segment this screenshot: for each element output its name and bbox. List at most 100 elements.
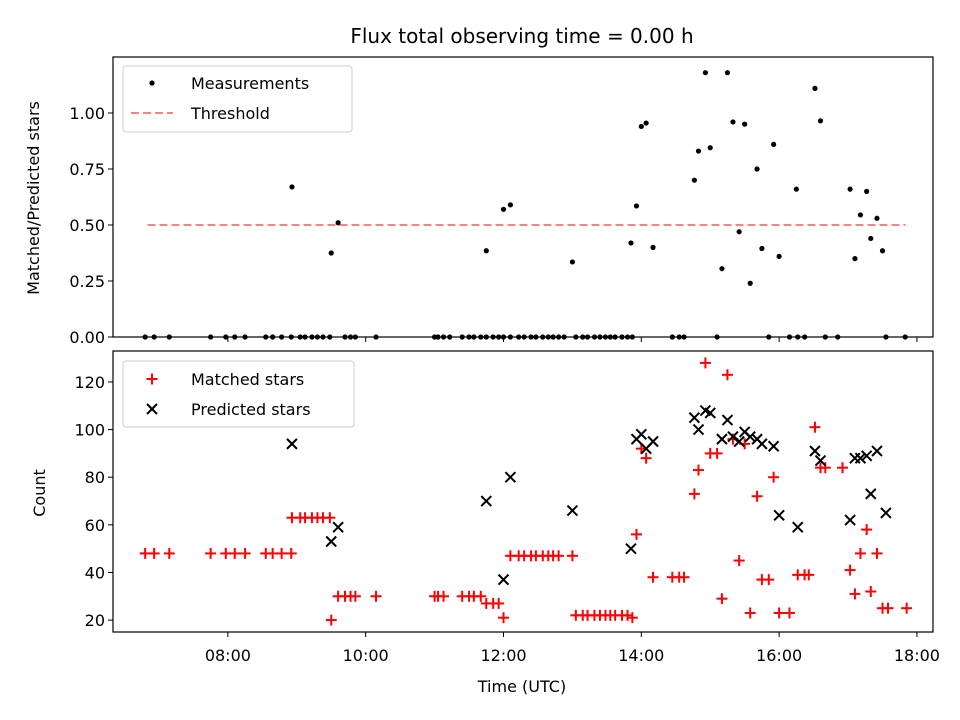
- cross-stroke-b: [504, 471, 517, 483]
- matched-star-point: [475, 590, 487, 602]
- matched-star-point: [901, 602, 913, 614]
- cross-stroke-b: [738, 426, 751, 438]
- measurement-point: [852, 256, 858, 262]
- cross-stroke-b: [860, 450, 873, 462]
- measurement-point: [638, 123, 644, 130]
- legend-predicted-marker: [146, 403, 158, 415]
- measurement-point: [793, 186, 799, 192]
- cross-stroke-b: [727, 431, 739, 443]
- matched-star-point: [493, 597, 505, 609]
- matched-star-point: [630, 528, 642, 540]
- top-plot-area: 0.00 0.25 0.50 0.75 1.00 Measurements Threshol…: [69, 56, 934, 347]
- legend-matched-marker: [146, 373, 158, 385]
- predicted-star-point: [871, 445, 883, 457]
- measurement-point: [633, 203, 640, 209]
- measurement-point: [847, 186, 853, 192]
- bottom-y-tick-label: 60: [85, 516, 105, 535]
- measurement-point: [500, 206, 507, 212]
- predicted-star-point: [814, 454, 827, 467]
- matched-star-point: [871, 547, 883, 559]
- bottom-y-tick-label: 80: [85, 468, 105, 487]
- measurement-point: [747, 280, 753, 286]
- top-y-tick-label: 1.00: [69, 104, 105, 123]
- cross-stroke-b: [699, 404, 712, 417]
- matched-star-point: [285, 547, 297, 559]
- predicted-star-point: [566, 504, 579, 517]
- cross-stroke-b: [773, 509, 785, 522]
- predicted-star-point: [635, 428, 648, 441]
- predicted-star-point: [744, 431, 756, 443]
- predicted-star-point: [733, 435, 745, 448]
- top-legend: Measurements Threshold: [122, 65, 353, 133]
- matched-star-point: [865, 586, 877, 598]
- measurement-point: [864, 188, 870, 194]
- matched-star-point: [837, 462, 849, 474]
- legend-measurement-marker: [149, 80, 155, 86]
- cross-stroke-b: [704, 407, 716, 419]
- cross-stroke-b: [744, 431, 756, 443]
- measurement-point: [695, 148, 702, 154]
- cross-stroke-b: [865, 488, 877, 500]
- matched-star-point: [861, 524, 873, 536]
- predicted-star-point: [809, 445, 821, 457]
- bottom-legend-box: [122, 360, 355, 428]
- top-y-tick-label: 0.00: [69, 328, 105, 347]
- predicted-star-point: [692, 423, 705, 436]
- predicted-star-point: [704, 407, 716, 419]
- matched-star-point: [783, 607, 795, 619]
- predicted-star-point: [773, 509, 785, 522]
- predicted-star-point: [504, 471, 517, 483]
- measurement-point: [879, 248, 886, 254]
- measurement-point: [857, 212, 864, 218]
- matched-star-point: [809, 421, 821, 433]
- matched-star-point: [854, 547, 866, 559]
- matched-star-point: [324, 512, 336, 524]
- predicted-star-point: [860, 450, 873, 462]
- matched-star-point: [566, 550, 578, 562]
- cross-stroke-b: [721, 414, 734, 426]
- measurement-point: [569, 259, 576, 265]
- measurement-point: [759, 245, 765, 252]
- bottom-y-tick-label: 120: [74, 373, 105, 392]
- matched-star-point: [640, 452, 652, 464]
- bottom-y-tick-label: 20: [85, 611, 105, 630]
- legend-threshold-label: Threshold: [190, 104, 270, 123]
- cross-stroke-b: [809, 445, 821, 457]
- matched-star-point: [733, 555, 745, 567]
- predicted-star-point: [880, 507, 892, 519]
- measurement-point: [771, 141, 777, 147]
- predicted-star-point: [647, 435, 659, 448]
- measurement-point: [776, 253, 782, 259]
- matched-star-point: [716, 593, 728, 605]
- predicted-star-point: [854, 452, 867, 464]
- bottom-y-tick-label: 40: [85, 563, 105, 582]
- matched-star-point: [438, 590, 450, 602]
- matched-star-point: [148, 547, 160, 559]
- measurement-point: [730, 119, 736, 125]
- predicted-star-point: [767, 440, 780, 452]
- cross-stroke-b: [692, 423, 705, 436]
- top-chart-title: Flux total observing time = 0.00 h: [350, 24, 693, 48]
- cross-stroke-b: [854, 452, 867, 464]
- measurement-point: [691, 177, 697, 183]
- top-axes-frame: [112, 56, 934, 338]
- predicted-star-point: [865, 488, 877, 500]
- bottom-y-tick-label: 100: [74, 421, 105, 440]
- matched-star-point: [751, 490, 763, 502]
- matched-star-point: [276, 547, 288, 559]
- predicted-star-point: [792, 521, 804, 533]
- matched-star-point: [763, 574, 775, 586]
- matched-star-point: [647, 571, 659, 583]
- measurement-point: [719, 266, 725, 272]
- bottom-axes-frame: [112, 350, 934, 633]
- cross-stroke-b: [332, 521, 344, 533]
- predicted-star-point: [688, 411, 701, 424]
- cross-stroke-b: [146, 403, 158, 415]
- measurement-point: [335, 220, 341, 226]
- cross-stroke-b: [767, 440, 780, 452]
- cross-stroke-b: [480, 495, 492, 507]
- matched-star-point: [205, 547, 217, 559]
- cross-stroke-b: [566, 504, 579, 517]
- matched-star-point: [349, 590, 361, 602]
